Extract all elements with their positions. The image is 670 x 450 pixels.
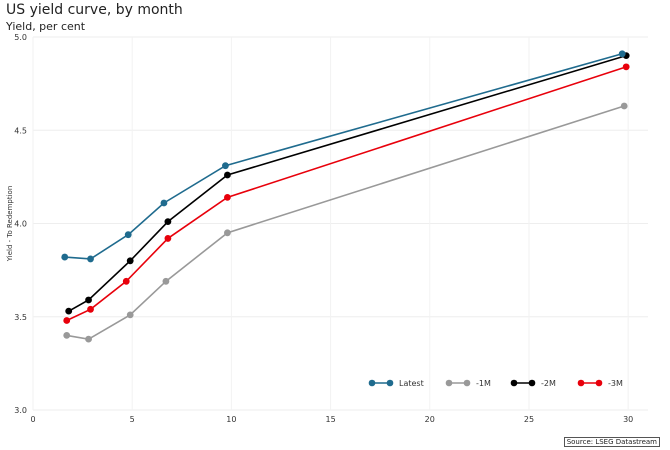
data-point [224, 171, 231, 179]
series-line [64, 53, 623, 260]
chart-subtitle: Yield, per cent [6, 20, 86, 33]
source-note: Source: LSEG Datastream [563, 437, 660, 447]
data-point [164, 218, 172, 226]
data-point [65, 307, 73, 315]
legend-swatch-marker [445, 379, 453, 387]
x-tick-label: 30 [623, 415, 633, 424]
legend-swatch-marker [368, 379, 376, 387]
y-axis-label: Yield - To Redemption [6, 186, 14, 263]
legend-label: -2M [541, 379, 556, 388]
data-point [122, 277, 130, 285]
legend-swatch-marker [528, 379, 536, 387]
legend-label: -1M [476, 379, 491, 388]
legend-swatch-marker [577, 379, 585, 387]
chart-series [61, 50, 630, 343]
x-tick-label: 25 [524, 415, 534, 424]
y-tick-label: 4.5 [14, 126, 27, 135]
data-point [162, 277, 170, 285]
data-point [126, 311, 134, 319]
data-point [63, 317, 71, 324]
x-tick-label: 15 [325, 415, 335, 424]
data-point [620, 102, 628, 110]
legend-label: -3M [608, 379, 623, 388]
data-point [224, 229, 231, 237]
x-tick-label: 5 [130, 415, 135, 424]
data-point [222, 162, 229, 170]
x-tick-label: 20 [425, 415, 435, 424]
chart-legend: Latest -1M -2M -3M [368, 379, 623, 388]
data-point [63, 332, 71, 339]
legend-swatch-marker [386, 379, 394, 387]
series-line [68, 54, 627, 312]
y-tick-label: 4.0 [14, 220, 27, 229]
data-point [85, 335, 92, 343]
x-tick-label: 0 [30, 415, 35, 424]
data-point [87, 305, 94, 313]
data-point [126, 257, 134, 265]
legend-swatch-marker [463, 379, 471, 387]
y-tick-label: 5.0 [14, 33, 27, 42]
data-point [622, 63, 630, 71]
data-point [618, 50, 626, 58]
series-line [66, 105, 625, 340]
data-point [224, 193, 231, 201]
series-line [66, 66, 627, 322]
data-point [87, 255, 94, 263]
legend-swatch-marker [510, 379, 518, 387]
data-point [85, 296, 92, 304]
x-tick-label: 10 [226, 415, 236, 424]
y-tick-label: 3.0 [14, 406, 27, 415]
chart-grid [32, 36, 648, 411]
chart-title: US yield curve, by month [6, 2, 183, 18]
chart-axes: 3.0 3.5 4.0 4.5 5.0 0 5 10 15 20 25 30 Yield - To Re… [6, 33, 633, 424]
data-point [61, 253, 69, 261]
data-point [124, 231, 132, 239]
legend-label: Latest [399, 379, 424, 388]
legend-swatch-marker [595, 379, 603, 387]
y-tick-label: 3.5 [14, 313, 27, 322]
data-point [164, 235, 172, 242]
data-point [160, 199, 168, 207]
